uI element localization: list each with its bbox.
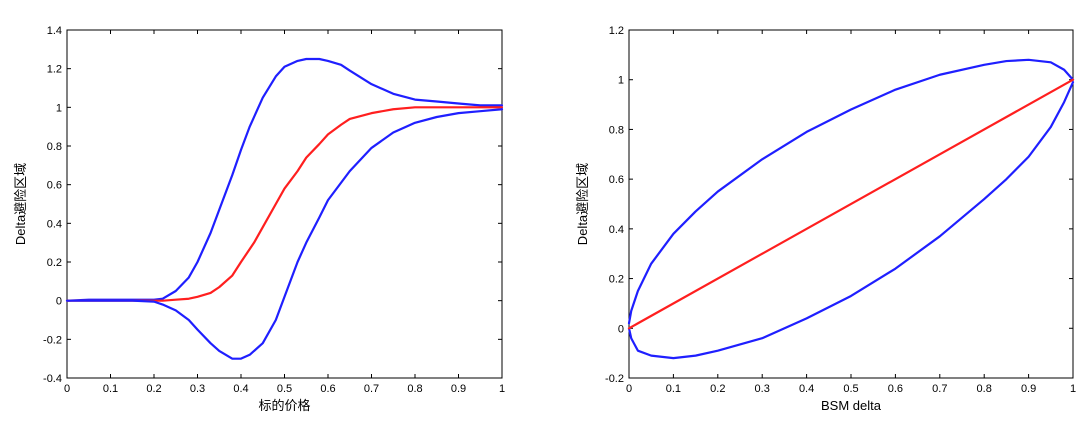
x-tick-label: 0.6 xyxy=(320,383,335,395)
y-tick-label: 1.4 xyxy=(47,25,62,37)
x-tick-label: 0.9 xyxy=(1021,383,1036,395)
x-tick-label: 0.5 xyxy=(277,383,292,395)
x-tick-label: 1 xyxy=(1070,383,1076,395)
x-tick-label: 0.4 xyxy=(233,383,248,395)
x-tick-label: 0.4 xyxy=(799,383,814,395)
y-tick-label: 0 xyxy=(618,323,624,335)
y-tick-label: 0.4 xyxy=(47,218,62,230)
x-tick-label: 1 xyxy=(499,383,505,395)
x-tick-label: 0 xyxy=(64,383,70,395)
y-tick-label: 0 xyxy=(56,296,62,308)
series-line-0 xyxy=(65,57,504,302)
y-axis-label: Delta避险区域 xyxy=(13,163,28,245)
x-tick-label: 0.2 xyxy=(146,383,161,395)
y-tick-label: 0.4 xyxy=(609,224,624,236)
x-tick-label: 0.6 xyxy=(888,383,903,395)
y-tick-label: -0.2 xyxy=(605,373,624,385)
x-tick-label: 0.8 xyxy=(407,383,422,395)
x-tick-label: 0.3 xyxy=(755,383,770,395)
x-tick-label: 0.1 xyxy=(103,383,118,395)
series-line-0 xyxy=(627,58,1075,325)
right-chart: 0 0.1 0.2 0.3 0.4 0.5 0.6 0.7 0.8 0.9 1-0.200.20.4… xyxy=(575,25,1076,413)
x-tick-label: 0 xyxy=(626,383,632,395)
y-tick-label: 0.6 xyxy=(47,180,62,192)
x-tick-label: 0.5 xyxy=(843,383,858,395)
x-tick-label: 0.9 xyxy=(451,383,466,395)
y-tick-label: -0.2 xyxy=(43,334,62,346)
y-tick-label: 1.2 xyxy=(47,64,62,76)
y-axis-label: Delta避险区域 xyxy=(575,163,590,245)
series-line-1 xyxy=(627,81,1075,360)
y-tick-label: 0.6 xyxy=(609,174,624,186)
x-tick-label: 0.7 xyxy=(364,383,379,395)
y-tick-label: 0.8 xyxy=(609,124,624,136)
y-tick-label: -0.4 xyxy=(43,373,62,385)
left-chart: 0 0.1 0.2 0.3 0.4 0.5 0.6 0.7 0.8 0.9 1 -0.4 -0.2 0 0.… xyxy=(13,25,505,413)
x-tick-label: 0.1 xyxy=(666,383,681,395)
y-tick-label: 0.2 xyxy=(47,257,62,269)
series-line-2 xyxy=(65,108,504,360)
series-line-2 xyxy=(627,78,1075,330)
x-tick-label: 0.3 xyxy=(190,383,205,395)
x-tick-label: 0.7 xyxy=(932,383,947,395)
y-tick-label: 0.2 xyxy=(609,274,624,286)
x-axis-label: BSM delta xyxy=(821,398,882,413)
y-tick-label: 0.8 xyxy=(47,141,62,153)
series-line-1 xyxy=(65,106,504,302)
y-tick-label: 1 xyxy=(618,75,624,87)
y-tick-label: 1.2 xyxy=(609,25,624,37)
x-tick-label: 0.8 xyxy=(977,383,992,395)
x-axis-label: 标的价格 xyxy=(258,398,310,413)
x-tick-label: 0.2 xyxy=(710,383,725,395)
y-tick-label: 1 xyxy=(56,102,62,114)
plot-frame xyxy=(66,29,503,379)
